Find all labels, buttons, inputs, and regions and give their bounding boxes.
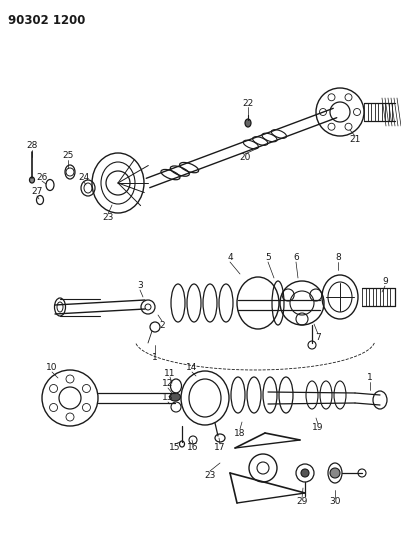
Text: 1: 1 <box>152 353 158 362</box>
Text: 25: 25 <box>62 150 74 159</box>
Text: 23: 23 <box>205 471 216 480</box>
Text: 23: 23 <box>102 214 114 222</box>
Text: 18: 18 <box>234 429 246 438</box>
Text: 20: 20 <box>239 154 251 163</box>
Text: 26: 26 <box>36 173 48 182</box>
Text: 24: 24 <box>78 174 90 182</box>
Text: 10: 10 <box>46 364 58 373</box>
Text: 1: 1 <box>367 374 373 383</box>
Text: 5: 5 <box>265 254 271 262</box>
Text: 8: 8 <box>335 254 341 262</box>
Text: 19: 19 <box>312 424 324 432</box>
Text: 15: 15 <box>169 443 181 453</box>
Text: 4: 4 <box>227 254 233 262</box>
Text: 27: 27 <box>31 188 43 197</box>
Text: 28: 28 <box>26 141 38 149</box>
Text: 30: 30 <box>329 497 341 506</box>
Text: 21: 21 <box>349 135 360 144</box>
Text: 6: 6 <box>293 254 299 262</box>
Text: 29: 29 <box>296 497 308 506</box>
Text: 16: 16 <box>187 443 199 453</box>
Text: 2: 2 <box>159 320 165 329</box>
Text: 12: 12 <box>162 379 174 389</box>
Ellipse shape <box>245 119 251 127</box>
Ellipse shape <box>30 177 34 183</box>
Text: 11: 11 <box>164 368 176 377</box>
Text: 3: 3 <box>137 281 143 290</box>
Text: 7: 7 <box>315 334 321 343</box>
Text: 9: 9 <box>382 278 388 287</box>
Circle shape <box>301 469 309 477</box>
Text: 14: 14 <box>186 364 198 373</box>
Text: 17: 17 <box>214 443 226 453</box>
Circle shape <box>330 468 340 478</box>
Text: 13: 13 <box>162 393 174 402</box>
Text: 22: 22 <box>242 99 253 108</box>
Ellipse shape <box>170 393 180 401</box>
Text: 90302 1200: 90302 1200 <box>8 14 85 27</box>
